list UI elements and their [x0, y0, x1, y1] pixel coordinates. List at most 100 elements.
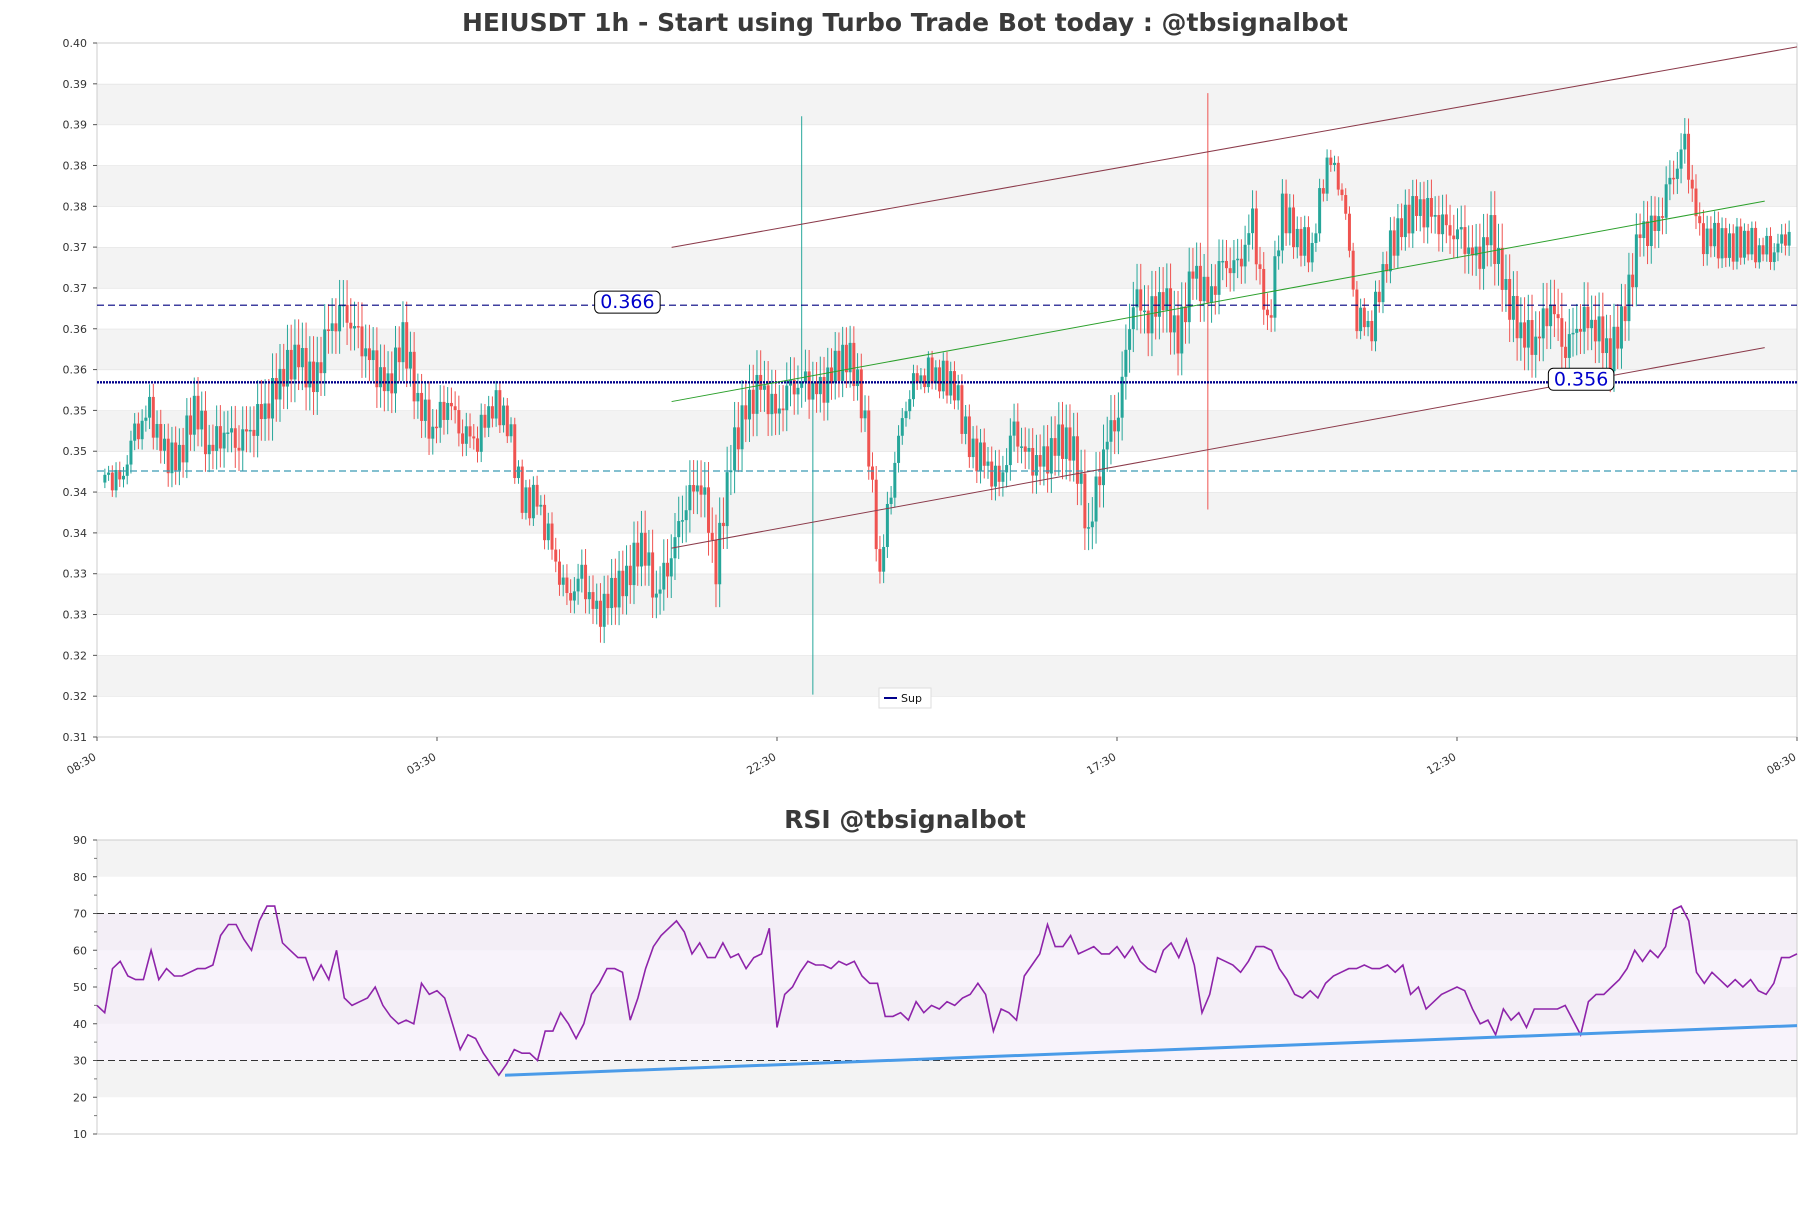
- candle-up: [1012, 421, 1016, 436]
- candle-down: [405, 322, 409, 369]
- candle-down: [505, 405, 509, 437]
- candle-up: [1374, 291, 1378, 342]
- candle-up: [162, 438, 166, 451]
- candle-up: [416, 392, 420, 402]
- candle-up: [1634, 234, 1638, 288]
- candle-down: [1083, 473, 1087, 529]
- candle-up: [826, 367, 830, 403]
- candle-up: [1128, 329, 1132, 350]
- price-x-tick-label: 12:30: [1425, 750, 1459, 777]
- candle-up: [1008, 435, 1012, 466]
- candle-up: [796, 387, 800, 395]
- candle-down: [427, 399, 431, 439]
- price-y-tick-label: 0.34: [63, 527, 88, 540]
- candle-down: [565, 577, 569, 594]
- candle-down: [513, 424, 517, 479]
- candle-down: [1731, 233, 1735, 262]
- candle-up: [1433, 215, 1437, 217]
- price-x-tick-label: 03:30: [405, 750, 439, 777]
- candle-up: [908, 399, 912, 412]
- candle-up: [1210, 286, 1214, 303]
- candle-down: [621, 570, 625, 597]
- candle-up: [617, 570, 621, 608]
- candle-down: [189, 415, 193, 435]
- candle-down: [807, 371, 811, 400]
- candle-up: [1728, 233, 1732, 258]
- candle-down: [151, 396, 155, 438]
- resistance-value-label-text: 0.366: [600, 291, 654, 313]
- candle-down: [367, 348, 371, 361]
- candle-up: [677, 521, 681, 538]
- candle-down: [870, 466, 874, 480]
- candle-down: [110, 472, 114, 491]
- rsi-band: [97, 876, 1797, 914]
- candle-down: [1437, 215, 1441, 235]
- candle-up: [1713, 222, 1717, 247]
- price-band: [97, 83, 1797, 125]
- candle-down: [1783, 234, 1787, 246]
- candle-down: [1362, 307, 1366, 328]
- candle-up: [889, 497, 893, 504]
- candle-down: [237, 447, 241, 451]
- channel-upper-line: [671, 46, 1798, 248]
- candle-down: [938, 367, 942, 392]
- candle-down: [707, 487, 711, 533]
- candle-down: [1265, 309, 1269, 316]
- candle-up: [1094, 476, 1098, 522]
- candle-up: [1057, 424, 1061, 456]
- price-band: [97, 696, 1797, 737]
- candle-up: [662, 562, 666, 590]
- price-y-tick-label: 0.33: [63, 568, 88, 581]
- candle-up: [241, 429, 245, 451]
- candle-down: [1385, 264, 1389, 272]
- candle-down: [1470, 247, 1474, 256]
- candle-up: [516, 466, 520, 479]
- support-value-label-text: 0.356: [1554, 368, 1608, 390]
- candle-up: [408, 351, 412, 369]
- candle-down: [982, 442, 986, 466]
- candle-up: [1366, 321, 1370, 328]
- candle-down: [420, 392, 424, 421]
- candle-up: [1549, 305, 1553, 327]
- candle-up: [688, 485, 692, 511]
- candle-down: [1183, 306, 1187, 323]
- candle-up: [718, 522, 722, 585]
- candle-down: [136, 423, 140, 440]
- candle-down: [852, 342, 856, 387]
- price-band: [97, 410, 1797, 452]
- candle-down: [1213, 286, 1217, 295]
- candle-up: [438, 401, 442, 428]
- candle-up: [1772, 252, 1776, 263]
- price-band: [97, 43, 1797, 84]
- candle-up: [1675, 168, 1679, 179]
- candle-down: [975, 438, 979, 472]
- candle-down: [550, 523, 554, 550]
- candle-down: [1098, 476, 1102, 486]
- candle-up: [919, 375, 923, 383]
- candle-down: [1646, 221, 1650, 247]
- candle-down: [1593, 319, 1597, 342]
- candle-up: [647, 552, 651, 566]
- candle-up: [546, 523, 550, 541]
- candle-up: [1455, 229, 1459, 240]
- price-plot-frame: [96, 42, 1798, 738]
- candle-down: [1537, 336, 1541, 339]
- candle-up: [669, 558, 673, 577]
- candle-down: [1053, 438, 1057, 456]
- candle-up: [1079, 473, 1083, 484]
- candle-down: [1321, 188, 1325, 194]
- candle-down: [1154, 296, 1158, 317]
- candle-up: [733, 427, 737, 471]
- candle-up: [338, 304, 342, 332]
- candle-down: [1336, 162, 1340, 190]
- candle-up: [1575, 328, 1579, 333]
- candle-up: [107, 472, 111, 475]
- candle-up: [610, 577, 614, 609]
- candle-down: [1653, 215, 1657, 232]
- candle-up: [1165, 288, 1169, 311]
- price-x-tick-label: 08:30: [1765, 750, 1799, 777]
- price-y-tick-label: 0.37: [63, 282, 88, 295]
- candle-up: [1325, 157, 1329, 194]
- price-y-tick-label: 0.32: [63, 649, 88, 662]
- candle-down: [1262, 268, 1266, 310]
